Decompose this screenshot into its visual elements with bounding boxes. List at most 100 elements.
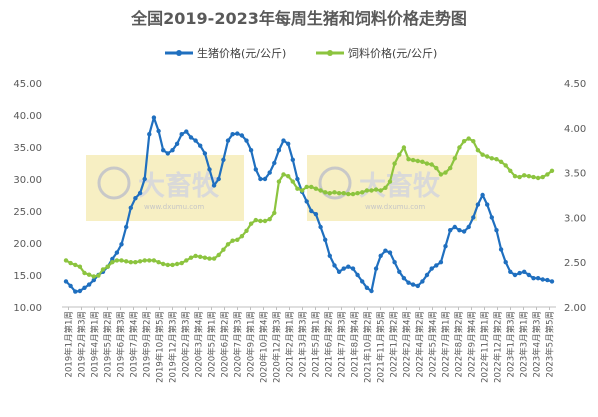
data-point-1 bbox=[531, 174, 536, 180]
data-point-0 bbox=[133, 196, 138, 201]
series-line-0 bbox=[65, 116, 553, 293]
data-point-1 bbox=[258, 218, 263, 224]
watermark-logo-icon bbox=[97, 166, 131, 200]
data-point-1 bbox=[360, 190, 365, 195]
data-point-1 bbox=[448, 165, 453, 171]
data-point-1 bbox=[207, 256, 212, 261]
data-point-0 bbox=[147, 132, 152, 137]
legend-marker-pig bbox=[176, 50, 182, 56]
data-point-0 bbox=[267, 170, 272, 175]
data-point-1 bbox=[170, 262, 175, 268]
data-point-1 bbox=[151, 258, 157, 263]
data-point-1 bbox=[216, 252, 221, 258]
data-point-0 bbox=[410, 282, 416, 287]
data-point-1 bbox=[415, 158, 420, 164]
data-point-1 bbox=[438, 172, 444, 177]
data-point-1 bbox=[461, 139, 467, 144]
data-point-0 bbox=[475, 202, 481, 207]
data-point-1 bbox=[248, 221, 254, 226]
x-tick-label: 2021年6月第2周 bbox=[324, 311, 335, 377]
x-tick-label: 2021年2月第1周 bbox=[285, 311, 296, 377]
data-point-0 bbox=[290, 157, 295, 162]
data-point-1 bbox=[91, 274, 97, 279]
data-point-0 bbox=[443, 244, 448, 249]
watermark-logo-icon bbox=[318, 166, 352, 200]
data-point-1 bbox=[401, 145, 407, 150]
data-point-1 bbox=[161, 261, 166, 267]
data-point-0 bbox=[207, 167, 212, 172]
data-point-0 bbox=[480, 192, 485, 198]
data-point-0 bbox=[309, 208, 314, 214]
data-point-0 bbox=[512, 272, 518, 278]
y-left-tick-label: 15.00 bbox=[13, 271, 42, 282]
data-point-0 bbox=[161, 148, 166, 153]
data-point-1 bbox=[392, 161, 397, 166]
y-axis-left: 10.00 15.00 20.00 25.00 30.00 35.00 40.00 45.00 bbox=[13, 79, 42, 314]
data-point-1 bbox=[137, 259, 143, 264]
data-point-1 bbox=[503, 163, 508, 168]
data-point-1 bbox=[239, 234, 245, 239]
data-point-1 bbox=[276, 179, 282, 184]
x-tick-label: 2020年2月第3周 bbox=[181, 311, 192, 377]
x-tick-label: 2019年12月第3周 bbox=[168, 311, 179, 383]
data-point-0 bbox=[545, 277, 550, 283]
x-tick-label: 2022年4月第2周 bbox=[415, 311, 426, 377]
data-point-0 bbox=[151, 115, 157, 120]
data-point-1 bbox=[77, 264, 83, 269]
x-tick-label: 2019年2月第3周 bbox=[77, 311, 88, 377]
data-point-0 bbox=[341, 266, 346, 271]
data-point-1 bbox=[471, 139, 476, 144]
x-tick-label: 2020年10月第4周 bbox=[259, 311, 270, 383]
data-point-0 bbox=[424, 272, 430, 278]
x-tick-label: 2022年11月第1周 bbox=[480, 311, 491, 383]
series-layer bbox=[63, 115, 555, 294]
data-point-1 bbox=[119, 258, 124, 263]
data-point-1 bbox=[202, 255, 208, 260]
data-point-1 bbox=[517, 174, 522, 180]
y-left-tick-label: 45.00 bbox=[13, 79, 42, 90]
data-point-1 bbox=[355, 191, 360, 196]
data-point-1 bbox=[272, 210, 277, 216]
data-point-0 bbox=[272, 160, 277, 166]
data-point-1 bbox=[485, 154, 490, 159]
data-point-0 bbox=[517, 270, 522, 276]
watermark-text: 大畜牧 bbox=[359, 170, 441, 202]
x-tick-label: 2019年4月第1周 bbox=[90, 311, 101, 377]
data-point-1 bbox=[313, 186, 319, 191]
y-right-tick-label: 4.50 bbox=[564, 79, 586, 90]
watermark-box bbox=[307, 155, 477, 221]
x-tick-label: 2021年3月第3周 bbox=[298, 311, 309, 377]
data-point-1 bbox=[466, 136, 471, 141]
data-point-0 bbox=[434, 263, 439, 268]
data-point-1 bbox=[304, 184, 309, 190]
legend: 生猪价格(元/公斤) 饲料价格(元/公斤) bbox=[165, 46, 437, 60]
data-point-1 bbox=[327, 191, 332, 196]
legend-marker-feed bbox=[327, 50, 333, 56]
data-point-0 bbox=[526, 272, 532, 278]
data-point-0 bbox=[244, 138, 249, 143]
data-point-1 bbox=[522, 173, 527, 178]
data-point-0 bbox=[110, 256, 115, 262]
data-point-0 bbox=[276, 148, 282, 153]
x-tick-label: 2022年12月第2周 bbox=[493, 311, 504, 383]
data-point-1 bbox=[350, 191, 356, 197]
x-tick-label: 2019年6月第3周 bbox=[116, 311, 127, 377]
x-tick-label: 2023年1月第3周 bbox=[506, 311, 517, 377]
data-point-0 bbox=[211, 183, 217, 188]
x-tick-label: 2023年5月第5周 bbox=[545, 311, 556, 377]
watermark-url: www.dxumu.com bbox=[144, 203, 204, 211]
data-point-0 bbox=[68, 283, 73, 289]
data-point-1 bbox=[489, 156, 494, 161]
data-point-1 bbox=[480, 152, 485, 157]
x-tick-label: 2021年8月第4周 bbox=[350, 311, 361, 377]
data-point-1 bbox=[105, 264, 110, 269]
data-point-0 bbox=[63, 279, 69, 284]
data-point-1 bbox=[86, 272, 92, 277]
data-point-0 bbox=[193, 138, 198, 143]
data-point-0 bbox=[429, 266, 434, 271]
data-point-1 bbox=[508, 168, 513, 173]
data-point-0 bbox=[318, 224, 323, 230]
series-line-1 bbox=[65, 137, 553, 278]
